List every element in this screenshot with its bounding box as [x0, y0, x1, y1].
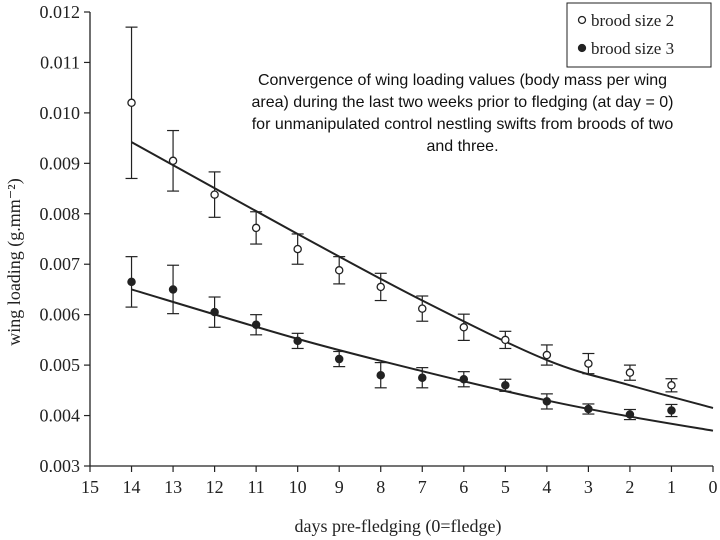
data-point-brood-size-3 — [210, 307, 219, 317]
y-tick-label: 0.008 — [40, 204, 81, 224]
legend-label-brood-size-2: brood size 2 — [591, 11, 674, 30]
x-tick-label: 1 — [667, 477, 676, 497]
x-tick-label: 11 — [247, 477, 264, 497]
data-point-brood-size-3 — [376, 370, 385, 380]
x-axis-label: days pre-fledging (0=fledge) — [294, 516, 501, 537]
data-point-brood-size-2 — [251, 223, 261, 233]
legend-marker-filled-circle — [577, 43, 587, 53]
data-point-brood-size-2 — [334, 266, 344, 275]
x-tick-label: 6 — [459, 477, 468, 497]
data-point-brood-size-3 — [542, 397, 552, 406]
y-tick-label: 0.012 — [40, 2, 81, 22]
x-tick-label: 7 — [418, 477, 427, 497]
data-point-brood-size-3 — [459, 374, 469, 384]
legend-marker-open-circle — [577, 15, 587, 25]
x-tick-label: 15 — [81, 477, 99, 497]
data-point-brood-size-3 — [667, 406, 676, 415]
data-point-brood-size-3 — [293, 336, 302, 346]
data-point-brood-size-2 — [418, 304, 427, 313]
data-point-brood-size-2 — [376, 282, 385, 292]
data-point-brood-size-3 — [127, 277, 136, 287]
y-tick-label: 0.010 — [40, 103, 81, 123]
data-point-brood-size-3 — [418, 373, 427, 382]
data-point-brood-size-3 — [168, 285, 178, 294]
x-tick-label: 0 — [709, 477, 718, 497]
data-point-brood-size-2 — [584, 359, 593, 368]
y-tick-label: 0.005 — [40, 355, 81, 375]
x-tick-label: 5 — [501, 477, 510, 497]
y-tick-label: 0.009 — [40, 153, 81, 173]
y-tick-label: 0.003 — [40, 456, 81, 476]
data-point-brood-size-2 — [542, 350, 552, 360]
data-point-brood-size-2 — [127, 98, 136, 108]
x-tick-label: 13 — [164, 477, 182, 497]
x-tick-label: 12 — [206, 477, 224, 497]
data-point-brood-size-2 — [210, 190, 219, 199]
data-point-brood-size-3 — [334, 354, 344, 364]
data-point-brood-size-3 — [584, 404, 593, 414]
y-tick-label: 0.007 — [40, 254, 81, 274]
data-point-brood-size-2 — [501, 335, 510, 345]
data-point-brood-size-3 — [501, 381, 510, 390]
x-tick-label: 9 — [335, 477, 344, 497]
y-tick-label: 0.011 — [40, 52, 80, 72]
data-point-brood-size-2 — [293, 244, 302, 254]
x-tick-label: 14 — [123, 477, 141, 497]
data-point-brood-size-2 — [625, 368, 635, 377]
data-point-brood-size-2 — [168, 156, 178, 166]
x-tick-label: 2 — [625, 477, 634, 497]
ticks: 15 14 13 12 11 10 9 8 7 6 5 4 3 2 1 00.0030.0040.0050.0… — [40, 2, 718, 497]
legend-label-brood-size-3: brood size 3 — [591, 39, 674, 58]
data-point-brood-size-3 — [251, 320, 261, 330]
data-point-brood-size-3 — [625, 410, 635, 419]
figure-caption: Convergence of wing loading values (body… — [251, 72, 674, 155]
axes — [89, 12, 713, 467]
y-tick-label: 0.004 — [40, 406, 81, 426]
data-point-brood-size-2 — [667, 381, 676, 390]
data-point-brood-size-2 — [459, 323, 469, 332]
x-tick-label: 10 — [289, 477, 307, 497]
legend-box — [566, 2, 712, 68]
y-axis-label: wing loading (g.mm⁻²) — [4, 178, 25, 345]
error-bars — [125, 26, 678, 421]
fit-line-brood-size-2 — [131, 141, 714, 409]
data-points — [127, 98, 676, 419]
x-tick-label: 3 — [584, 477, 593, 497]
y-tick-label: 0.006 — [40, 305, 81, 325]
legend: brood size 2 brood size 3 — [566, 2, 712, 68]
x-tick-label: 8 — [376, 477, 385, 497]
x-tick-label: 4 — [542, 477, 551, 497]
